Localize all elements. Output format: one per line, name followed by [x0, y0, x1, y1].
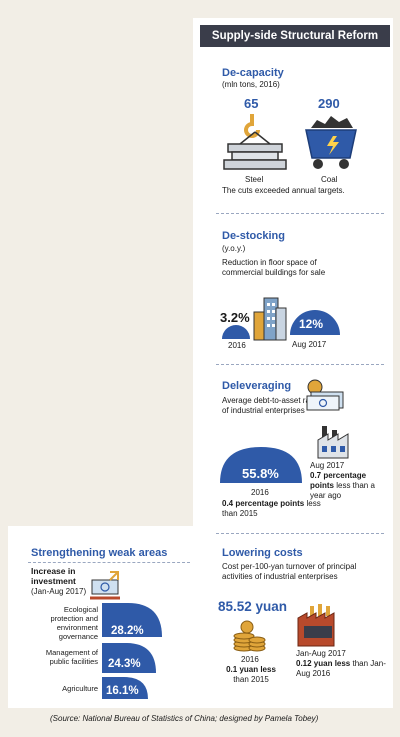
- costs-aug-note-bold: 0.12 yuan less: [296, 659, 351, 668]
- factory-icon: [317, 426, 349, 459]
- coal-cart-icon: [305, 116, 357, 169]
- weak-item-label-2: Agriculture: [62, 684, 98, 693]
- destocking-2016-semicircle: [222, 325, 250, 339]
- divider: [216, 533, 384, 534]
- deleveraging-big-year: 2016: [251, 488, 269, 497]
- coins-icon: [233, 620, 266, 652]
- deleveraging-aug-note-rest: less than a year ago: [310, 481, 375, 500]
- costs-2016-note-rest: than 2015: [233, 675, 269, 684]
- weak-title: Strengthening weak areas: [31, 547, 168, 559]
- costs-aug-note: 0.12 yuan less than Jan-Aug 2016: [296, 659, 388, 679]
- decapacity-unit: (mln tons, 2016): [222, 80, 280, 89]
- money-icon: [306, 379, 344, 411]
- weak-item-label-0: Ecological protection and environment go…: [50, 605, 98, 641]
- costs-value: 85.52 yuan: [218, 599, 288, 614]
- deleveraging-aug-label: Aug 2017: [310, 461, 345, 470]
- coal-label: Coal: [321, 175, 338, 184]
- deleveraging-big-semicircle: [220, 447, 302, 483]
- deleveraging-aug-note-bold: 0.7 percentage points: [310, 471, 367, 490]
- destocking-aug-value: 12%: [299, 317, 324, 331]
- destocking-aug-label: Aug 2017: [292, 340, 327, 349]
- left-panel: [8, 526, 194, 708]
- factory-dark-icon: [297, 604, 335, 647]
- coal-value: 290: [318, 96, 340, 111]
- deleveraging-title: Deleveraging: [222, 380, 292, 392]
- steel-beam-icon: [223, 114, 287, 170]
- destocking-desc: Reduction in floor space of commercial b…: [222, 258, 326, 277]
- weak-item-value-1: 24.3%: [108, 658, 141, 670]
- weak-bar-0: [102, 603, 162, 637]
- destocking-2016-label: 2016: [228, 341, 246, 350]
- weak-item-value-2: 16.1%: [106, 685, 139, 697]
- divider: [216, 364, 384, 365]
- deleveraging-big-note-rest: less than 2015: [222, 499, 321, 518]
- costs-title: Lowering costs: [222, 547, 303, 559]
- costs-2016-note: 0.1 yuan less than 2015: [226, 665, 276, 685]
- steel-value: 65: [244, 96, 259, 111]
- building-icon: [253, 297, 287, 341]
- weak-sub-rest: (Jan-Aug 2017): [31, 587, 87, 596]
- decapacity-note: The cuts exceeded annual targets.: [222, 186, 345, 195]
- weak-item-value-0: 28.2%: [111, 625, 144, 637]
- weak-subtitle: Increase in investment (Jan-Aug 2017): [31, 566, 91, 597]
- deleveraging-aug-note: 0.7 percentage points less than a year a…: [310, 471, 388, 501]
- costs-2016-note-bold: 0.1 yuan less: [226, 665, 276, 674]
- divider: [28, 562, 190, 563]
- weak-bar-1: [102, 643, 156, 673]
- source-note: (Source: National Bureau of Statistics o…: [50, 714, 319, 723]
- weak-sub-bold: Increase in investment: [31, 566, 76, 586]
- steel-label: Steel: [245, 175, 264, 184]
- page-title: Supply-side Structural Reform: [200, 25, 390, 47]
- weak-item-label-1: Management of public facilities: [45, 648, 98, 666]
- deleveraging-big-note: 0.4 percentage points less than 2015: [222, 499, 322, 519]
- destocking-aug-semicircle: [290, 310, 340, 335]
- right-panel: [193, 18, 393, 708]
- divider: [216, 213, 384, 214]
- weak-bar-2: [102, 677, 148, 699]
- destocking-unit: (y.o.y.): [222, 244, 246, 253]
- deleveraging-big-note-bold: 0.4 percentage points: [222, 499, 305, 508]
- costs-2016-label: 2016: [241, 655, 259, 664]
- costs-desc: Cost per-100-yan turnover of principal a…: [222, 562, 357, 581]
- destocking-title: De-stocking: [222, 230, 285, 242]
- decapacity-title: De-capacity: [222, 67, 284, 79]
- costs-aug-note-rest: than Jan-Aug 2016: [296, 659, 386, 678]
- costs-aug-label: Jan-Aug 2017: [296, 649, 346, 658]
- destocking-2016-value: 3.2%: [220, 310, 250, 325]
- deleveraging-big-value: 55.8%: [242, 466, 279, 481]
- investment-icon: [90, 571, 120, 600]
- deleveraging-desc: Average debt-to-asset ratio of industria…: [222, 396, 319, 415]
